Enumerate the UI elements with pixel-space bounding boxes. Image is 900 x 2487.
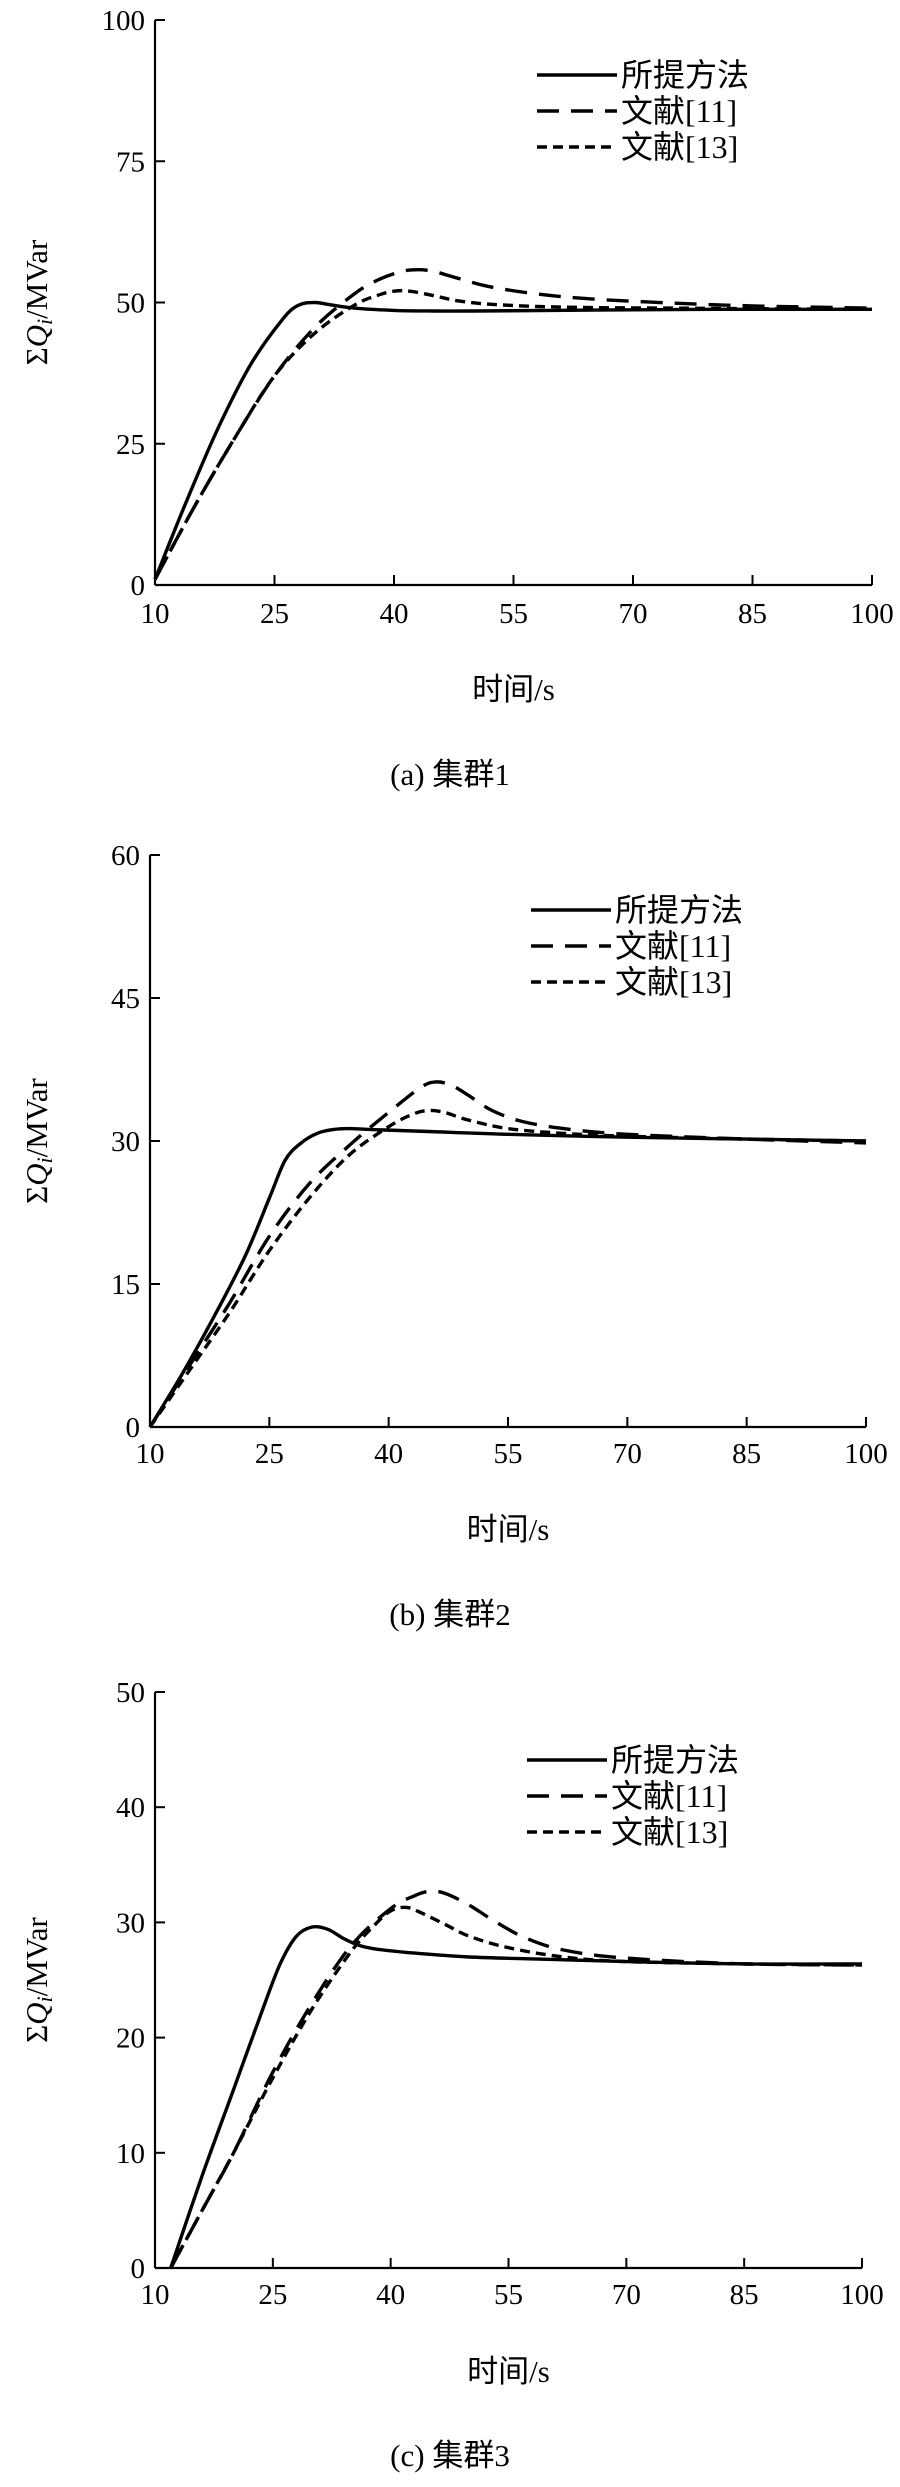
x-tick-label: 100 — [840, 2279, 884, 2311]
y-tick-label: 50 — [116, 1677, 145, 1709]
x-axis-title: 时间/s — [467, 2354, 550, 2389]
y-tick-label: 0 — [126, 1412, 141, 1444]
y-tick-label: 50 — [116, 288, 145, 320]
x-tick-label: 55 — [499, 598, 528, 630]
x-tick-label: 70 — [619, 598, 648, 630]
x-tick-label: 70 — [612, 2279, 641, 2311]
y-axis-title: ΣQi/MVar — [19, 1916, 57, 2042]
legend-label: 文献[13] — [621, 129, 738, 165]
series-line-3 — [169, 1905, 863, 2269]
chart-panel-2: 0 15 30 45 60 10 25 40 55 70 85 100 时间/s ΣQi/MVar (b) … — [19, 840, 888, 1632]
x-tick-label: 25 — [260, 598, 289, 630]
x-tick-label: 25 — [258, 2279, 287, 2311]
legend-label: 所提方法 — [621, 57, 749, 93]
x-tick-label: 10 — [141, 598, 170, 630]
x-tick-label: 10 — [136, 1438, 165, 1470]
legend-label: 文献[13] — [615, 964, 732, 1000]
x-tick-label: 25 — [255, 1438, 284, 1470]
x-tick-label: 40 — [380, 598, 409, 630]
y-axis-title: ΣQi/MVar — [19, 1077, 57, 1203]
x-tick-label: 85 — [730, 2279, 759, 2311]
y-tick-label: 40 — [116, 1792, 145, 1824]
panel-caption: (c) 集群3 — [390, 2438, 510, 2473]
legend-label: 文献[13] — [611, 1814, 728, 1850]
chart-panel-1: 0 25 50 75 100 10 25 40 55 70 85 100 时间/s ΣQi/MVar (a)… — [19, 5, 894, 792]
legend-label: 文献[11] — [615, 928, 731, 964]
y-tick-label: 30 — [116, 1907, 145, 1939]
series-line-1 — [169, 1924, 863, 2269]
x-tick-label: 85 — [738, 598, 767, 630]
x-tick-label: 85 — [732, 1438, 761, 1470]
panel-caption: (b) 集群2 — [389, 1597, 510, 1632]
series-line-2 — [153, 268, 873, 581]
legend-label: 所提方法 — [615, 892, 743, 928]
x-tick-label: 10 — [141, 2279, 170, 2311]
series-line-2 — [148, 1080, 867, 1428]
legend-label: 文献[11] — [611, 1778, 727, 1814]
y-tick-label: 15 — [111, 1269, 140, 1301]
legend-label: 文献[11] — [621, 93, 737, 129]
series-line-1 — [153, 300, 872, 581]
x-axis-title: 时间/s — [467, 1512, 550, 1547]
y-tick-label: 45 — [111, 983, 140, 1015]
y-axis-title: ΣQi/MVar — [19, 239, 57, 365]
series-line-3 — [148, 1108, 867, 1428]
y-tick-label: 100 — [102, 5, 146, 37]
x-axis-title: 时间/s — [472, 672, 555, 707]
y-tick-label: 10 — [116, 2138, 145, 2170]
x-tick-label: 55 — [494, 2279, 523, 2311]
x-tick-label: 100 — [844, 1438, 888, 1470]
x-tick-label: 70 — [613, 1438, 642, 1470]
x-tick-label: 100 — [850, 598, 894, 630]
y-tick-label: 30 — [111, 1126, 140, 1158]
legend-label: 所提方法 — [611, 1742, 739, 1778]
y-tick-label: 75 — [116, 146, 145, 178]
series-line-1 — [148, 1126, 867, 1428]
series-line-2 — [169, 1889, 863, 2269]
series-line-3 — [153, 288, 873, 581]
x-tick-label: 55 — [494, 1438, 523, 1470]
y-tick-label: 25 — [116, 429, 145, 461]
x-tick-label: 40 — [374, 1438, 403, 1470]
y-tick-label: 0 — [131, 2253, 146, 2285]
x-tick-label: 40 — [376, 2279, 405, 2311]
y-tick-label: 60 — [111, 840, 140, 872]
panel-caption: (a) 集群1 — [390, 757, 510, 792]
y-tick-label: 0 — [131, 570, 146, 602]
y-tick-label: 20 — [116, 2023, 145, 2055]
